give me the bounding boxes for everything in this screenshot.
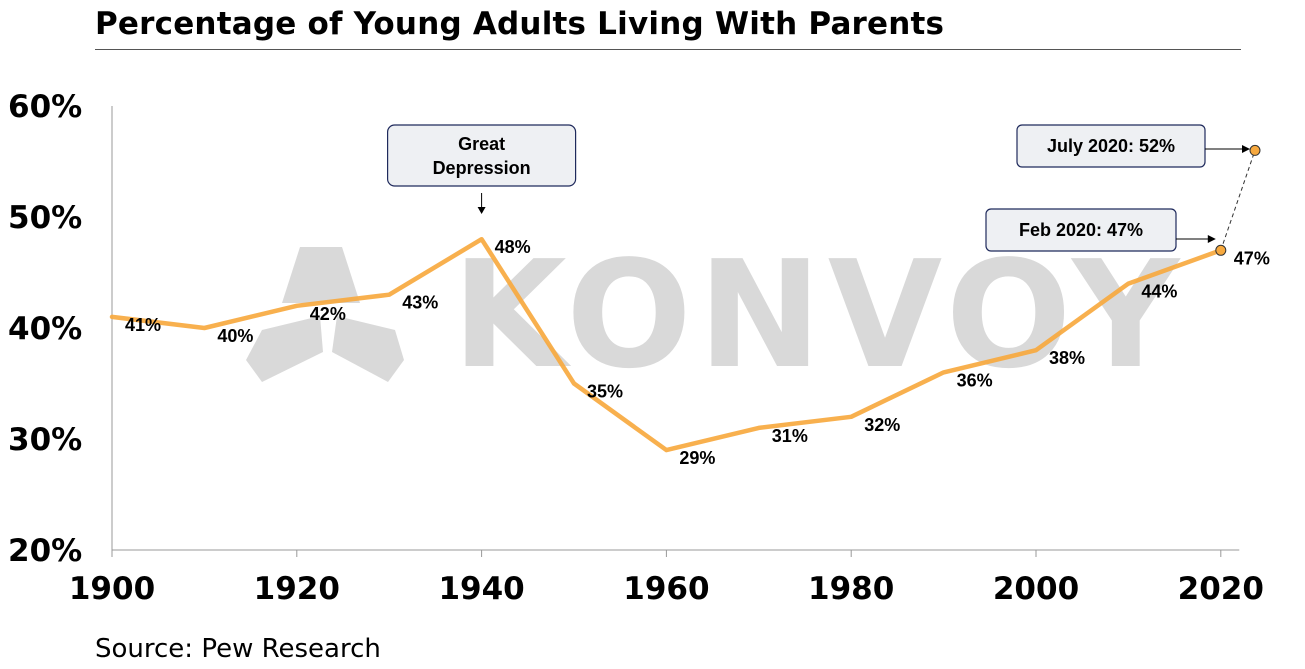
data-label: 44% (1141, 282, 1177, 302)
y-tick-label: 60% (8, 89, 82, 125)
callout-box-july-2020 (1016, 124, 1206, 168)
callout-text: July 2020: 52% (1047, 136, 1175, 156)
dashed-connector (1220, 150, 1256, 251)
data-label: 42% (310, 304, 346, 324)
watermark-logo-shape (246, 316, 323, 382)
x-tick-label: 1900 (69, 571, 155, 607)
arrow-head (1241, 145, 1250, 153)
y-tick-label: 40% (8, 311, 82, 347)
data-label: 32% (864, 415, 900, 435)
series-line (109, 236, 1224, 453)
x-tick-label: 2000 (993, 571, 1079, 607)
watermark-logo-shape (282, 247, 360, 303)
arrow-head (477, 207, 486, 214)
callouts: Great Depression Feb 2020: 47% July 2020: 5… (387, 124, 1250, 252)
data-label: 36% (957, 370, 993, 390)
x-tick-label: 1940 (438, 571, 524, 607)
watermark: KONVOY (246, 229, 1185, 401)
data-labels: 41% 40% 42% 43% 48% 35% 29% 31% 32% 36% 38% 44% 47% (125, 237, 1270, 468)
source-note: Source: Pew Research (95, 634, 381, 664)
callout-box-great-depression (387, 124, 577, 187)
callout-text: Feb 2020: 47% (1019, 220, 1143, 240)
y-tick-label: 50% (8, 200, 82, 236)
arrow-head (1207, 235, 1216, 243)
data-label: 41% (125, 315, 161, 335)
title-divider (95, 49, 1241, 50)
watermark-logo-shape (332, 316, 404, 382)
x-tick-label: 2020 (1178, 571, 1264, 607)
x-tick-label: 1980 (808, 571, 894, 607)
x-tick-label: 1920 (254, 571, 340, 607)
data-label: 40% (217, 326, 253, 346)
data-label: 29% (679, 448, 715, 468)
axes: 20% 30% 40% 50% 60% 1900 1920 1940 1960 1980 2000 2… (8, 89, 1264, 607)
data-label: 47% (1234, 248, 1270, 268)
y-tick-label: 30% (8, 422, 82, 458)
data-point-marker (1249, 144, 1261, 156)
x-tick-label: 1960 (623, 571, 709, 607)
chart-title: Percentage of Young Adults Living With P… (95, 6, 945, 42)
series-layer (109, 144, 1261, 453)
y-tick-label: 20% (8, 533, 82, 569)
data-label: 43% (402, 293, 438, 313)
data-label: 48% (495, 237, 531, 257)
watermark-text: KONVOY (452, 229, 1185, 401)
data-label: 35% (587, 382, 623, 402)
data-point-marker (1215, 244, 1227, 256)
callout-text: Great (458, 134, 505, 154)
data-label: 31% (772, 426, 808, 446)
callout-box-feb-2020 (985, 208, 1177, 252)
data-label: 38% (1049, 348, 1085, 368)
callout-text: Depression (433, 158, 531, 178)
